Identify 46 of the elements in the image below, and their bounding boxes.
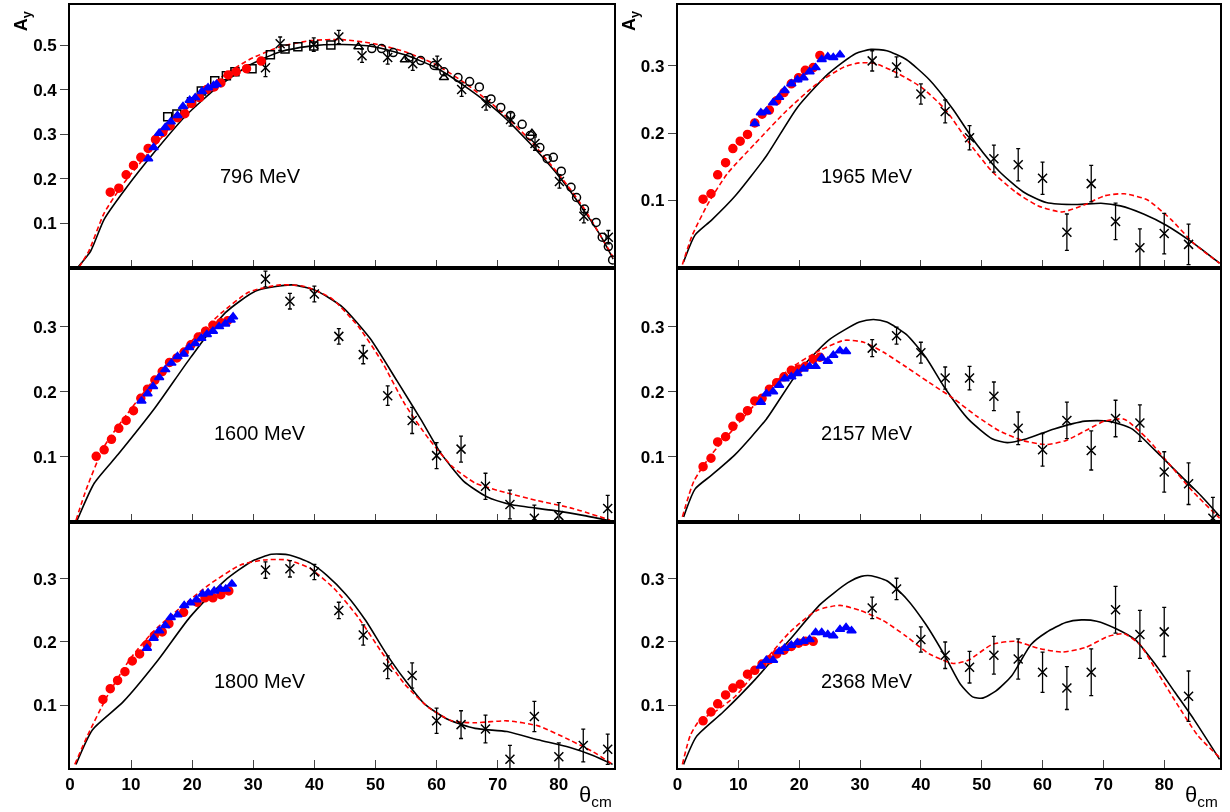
y-tick-label: 0.1 — [33, 447, 57, 467]
annotation: 1965 MeV — [821, 165, 913, 187]
y-tick-label: 0.2 — [33, 632, 57, 652]
annotation: 1800 MeV — [214, 670, 306, 692]
x-tick-label: 0 — [65, 775, 75, 795]
y-tick-label: 0.2 — [640, 123, 665, 143]
x-tick-label: 70 — [1093, 775, 1113, 795]
y-tick-label: 0.2 — [33, 382, 57, 402]
x-tick-label: 70 — [488, 775, 508, 795]
annotation: 2157 MeV — [821, 422, 913, 444]
y-tick-label: 0.3 — [640, 569, 665, 589]
annotation: 1600 MeV — [214, 422, 306, 444]
annotation: 2368 MeV — [821, 670, 913, 692]
x-tick-label: 50 — [972, 775, 992, 795]
x-tick-label: 30 — [243, 775, 263, 795]
y-tick-label: 0.2 — [640, 632, 665, 652]
y-tick-label: 0.3 — [640, 56, 665, 76]
y-tick-label: 0.5 — [33, 35, 57, 55]
x-tick-label: 20 — [789, 775, 809, 795]
x-tick-label: 40 — [304, 775, 324, 795]
y-tick-label: 0.2 — [33, 169, 57, 189]
y-tick-label: 0.3 — [33, 569, 57, 589]
x-tick-label: 10 — [121, 775, 141, 795]
x-tick-label: 80 — [1154, 775, 1174, 795]
annotation: 796 MeV — [220, 165, 301, 187]
y-tick-label: 0.1 — [33, 214, 57, 234]
y-tick-label: 0.1 — [33, 696, 57, 716]
x-tick-label: 0 — [672, 775, 683, 795]
y-tick-label: 0.3 — [33, 317, 57, 337]
x-axis-title: θ$_{cm}$ — [579, 782, 612, 810]
x-axis-title: θ$_{cm}$ — [1185, 782, 1218, 810]
y-tick-label: 0.4 — [33, 80, 58, 100]
y-tick-label: 0.1 — [640, 191, 665, 211]
x-tick-label: 50 — [366, 775, 385, 795]
x-tick-label: 20 — [182, 775, 202, 795]
y-tick-label: 0.3 — [33, 125, 57, 145]
y-tick-label: 0.3 — [640, 317, 665, 337]
x-tick-label: 60 — [1033, 775, 1053, 795]
y-tick-label: 0.1 — [640, 447, 665, 467]
y-tick-label: 0.1 — [640, 696, 665, 716]
y-tick-label: 0.2 — [640, 382, 665, 402]
x-tick-label: 80 — [549, 775, 569, 795]
x-tick-label: 60 — [427, 775, 447, 795]
x-tick-label: 30 — [850, 775, 870, 795]
x-tick-label: 40 — [911, 775, 931, 795]
x-tick-label: 10 — [728, 775, 748, 795]
